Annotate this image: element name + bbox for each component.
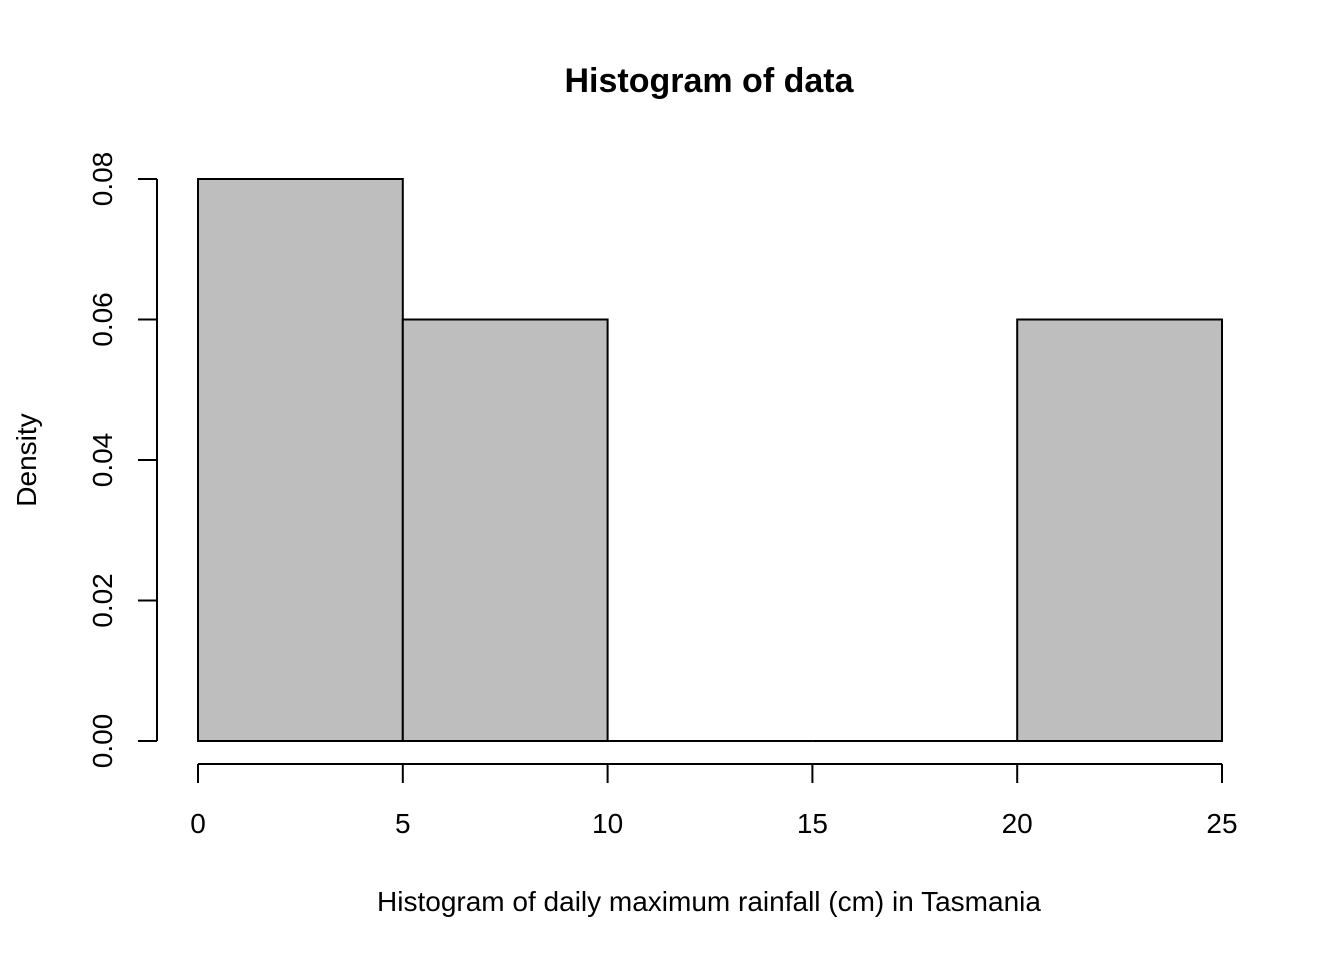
x-tick-label-0: 0 <box>190 808 206 839</box>
x-axis-label: Histogram of daily maximum rainfall (cm)… <box>377 886 1041 917</box>
x-tick-label-5: 25 <box>1206 808 1237 839</box>
x-tick-label-1: 5 <box>395 808 411 839</box>
histogram-bar-1 <box>401 318 609 742</box>
y-tick-label-3: 0.06 <box>87 292 118 347</box>
x-axis: 0 5 10 15 20 25 <box>190 763 1238 839</box>
histogram-bar-0 <box>197 178 404 742</box>
x-tick-label-4: 20 <box>1002 808 1033 839</box>
y-tick-label-0: 0.00 <box>87 714 118 769</box>
x-tick-label-3: 15 <box>797 808 828 839</box>
chart-title: Histogram of data <box>564 62 854 100</box>
y-tick-label-2: 0.04 <box>87 433 118 488</box>
y-axis-label: Density <box>11 413 42 506</box>
bars-group <box>197 178 1224 742</box>
x-tick-label-2: 10 <box>592 808 623 839</box>
y-axis: 0.00 0.02 0.04 0.06 0.08 <box>87 152 158 769</box>
y-tick-label-4: 0.08 <box>87 152 118 207</box>
y-tick-label-1: 0.02 <box>87 573 118 628</box>
histogram-bar-4 <box>1016 318 1224 742</box>
